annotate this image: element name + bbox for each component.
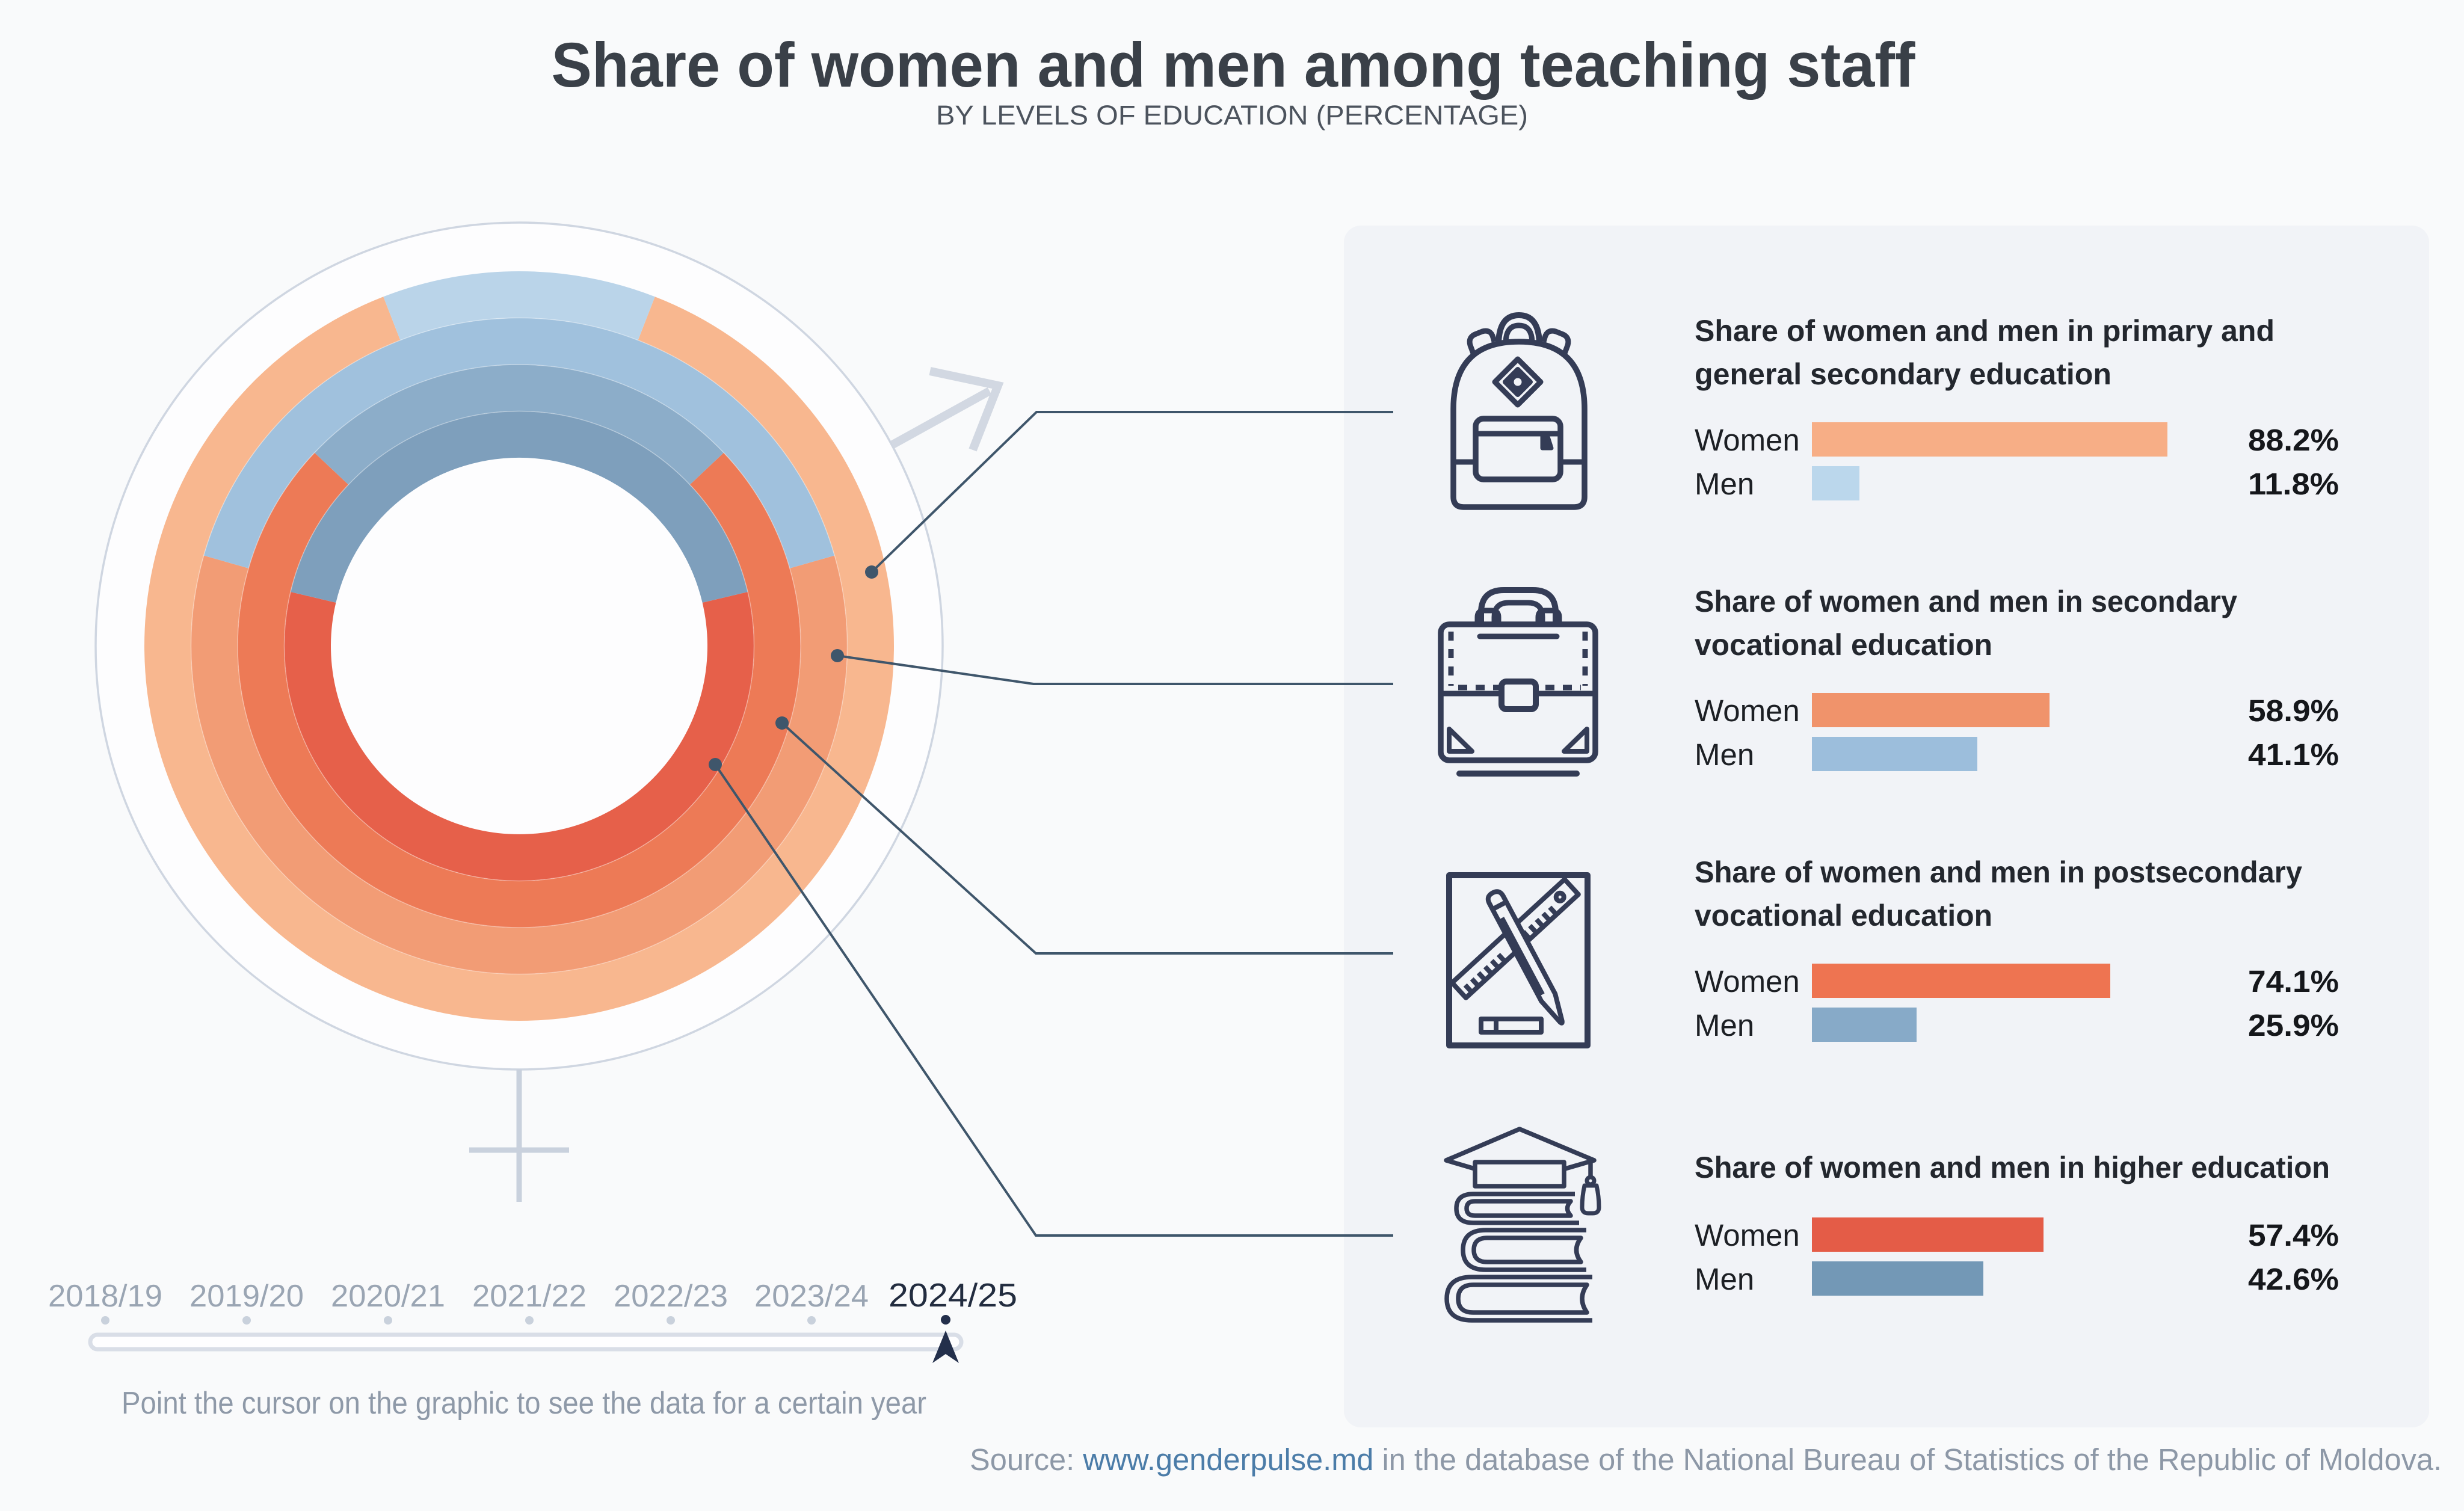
svg-text:Women: Women	[1695, 694, 1800, 728]
svg-text:2022/23: 2022/23	[614, 1279, 728, 1314]
svg-text:Men: Men	[1695, 1008, 1754, 1042]
svg-text:Women: Women	[1695, 1218, 1800, 1252]
svg-text:Share of women and men in high: Share of women and men in higher educati…	[1695, 1151, 2330, 1184]
svg-text:Point the cursor on the graphi: Point the cursor on the graphic to see t…	[122, 1386, 926, 1421]
svg-text:Source: www.genderpulse.md in: Source: www.genderpulse.md in the databa…	[970, 1442, 2442, 1477]
svg-text:2019/20: 2019/20	[189, 1279, 304, 1314]
svg-text:Women: Women	[1695, 964, 1800, 999]
svg-text:Women: Women	[1695, 423, 1800, 457]
svg-text:88.2%: 88.2%	[2248, 423, 2339, 457]
svg-text:vocational education: vocational education	[1695, 899, 1992, 932]
svg-text:general secondary education: general secondary education	[1695, 357, 2111, 391]
svg-text:Men: Men	[1695, 737, 1754, 772]
svg-text:BY LEVELS OF EDUCATION (PERCEN: BY LEVELS OF EDUCATION (PERCENTAGE)	[936, 100, 1528, 131]
svg-text:11.8%: 11.8%	[2248, 467, 2339, 501]
svg-text:Share of women and men in seco: Share of women and men in secondary	[1695, 585, 2237, 618]
svg-text:Share of women and men in prim: Share of women and men in primary and	[1695, 314, 2275, 348]
svg-text:74.1%: 74.1%	[2248, 964, 2339, 999]
svg-text:57.4%: 57.4%	[2248, 1218, 2339, 1252]
svg-text:2018/19: 2018/19	[48, 1279, 162, 1314]
svg-text:42.6%: 42.6%	[2248, 1262, 2339, 1296]
svg-text:Share of women and men among t: Share of women and men among teaching st…	[552, 30, 1916, 100]
svg-text:Share of women and men in post: Share of women and men in postsecondary	[1695, 855, 2302, 889]
svg-text:2020/21: 2020/21	[331, 1279, 445, 1314]
svg-text:2021/22: 2021/22	[472, 1279, 587, 1314]
svg-text:Men: Men	[1695, 1262, 1754, 1296]
svg-text:2024/25: 2024/25	[889, 1276, 1017, 1314]
svg-text:Men: Men	[1695, 467, 1754, 501]
svg-text:41.1%: 41.1%	[2248, 737, 2339, 772]
svg-text:2023/24: 2023/24	[754, 1279, 869, 1314]
svg-text:58.9%: 58.9%	[2248, 694, 2339, 728]
svg-text:vocational education: vocational education	[1695, 628, 1992, 662]
svg-text:25.9%: 25.9%	[2248, 1008, 2339, 1042]
